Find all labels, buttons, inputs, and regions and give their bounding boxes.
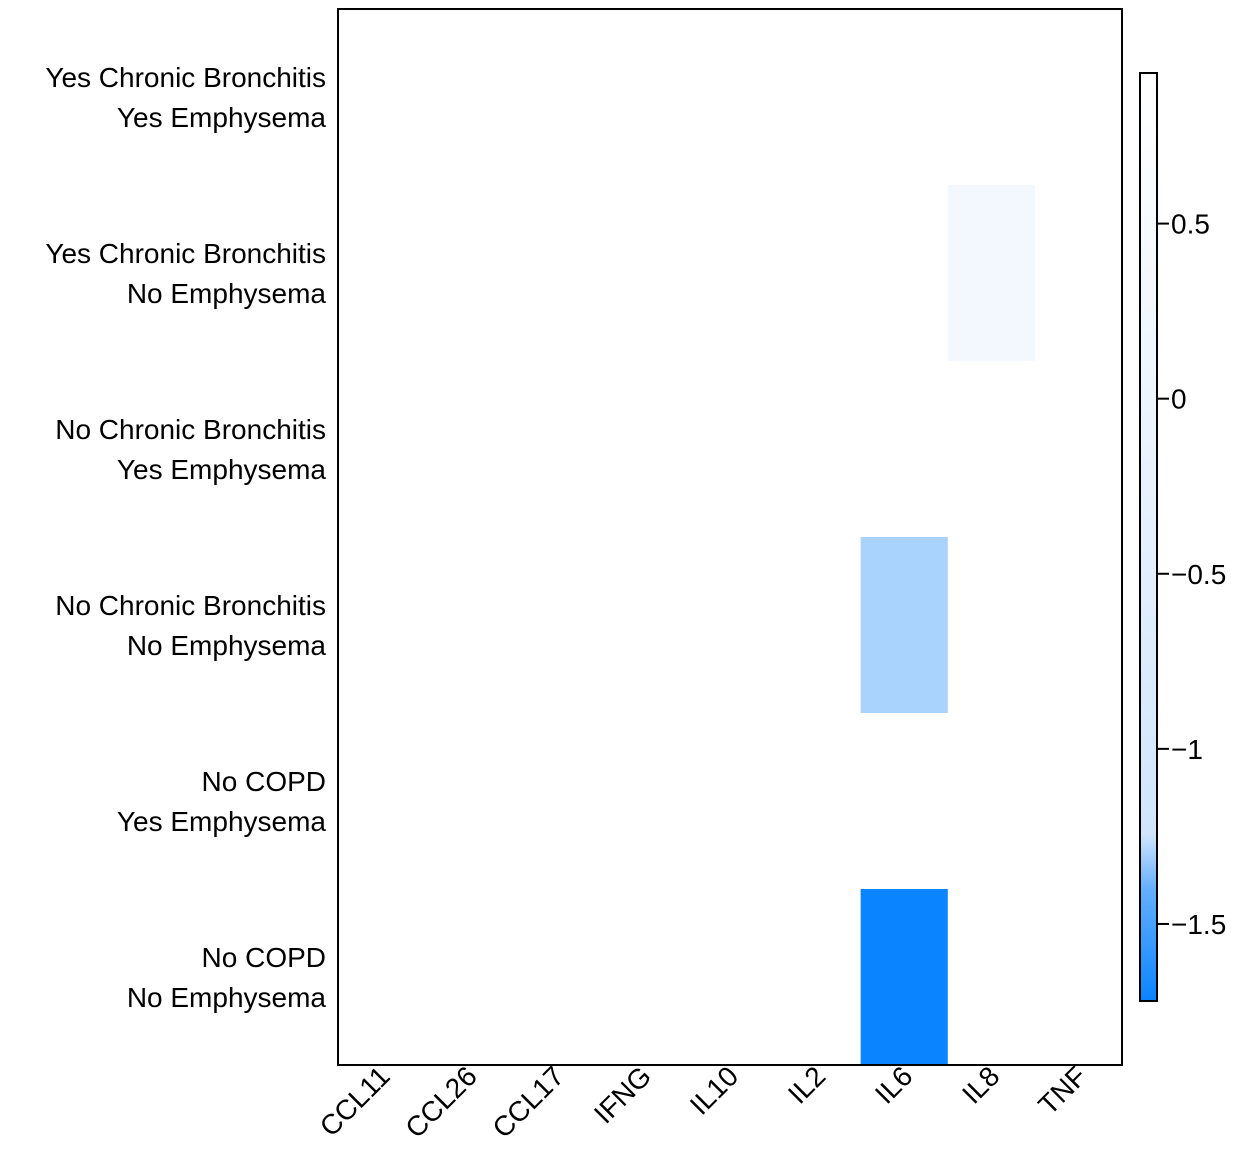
y-tick-label: No COPD xyxy=(202,942,326,973)
colorbar-ticks: 0.5 0 −0.5 −1 −1.5 xyxy=(1157,209,1226,940)
heatmap-cell-il8 xyxy=(947,185,1035,361)
y-tick-label: No COPD xyxy=(202,766,326,797)
x-tick-label: IL6 xyxy=(869,1060,918,1109)
y-tick-label: No Emphysema xyxy=(127,982,327,1013)
y-tick-label: Yes Emphysema xyxy=(117,454,326,485)
y-tick-label: Yes Chronic Bronchitis xyxy=(45,238,326,269)
colorbar-tick-label: −1 xyxy=(1171,734,1203,765)
x-tick-label: IFNG xyxy=(588,1060,657,1129)
colorbar-tick-label: −1.5 xyxy=(1171,909,1226,940)
y-tick-label: No Emphysema xyxy=(127,630,327,661)
x-tick-label: CCL11 xyxy=(314,1060,396,1142)
x-tick-label: IL10 xyxy=(684,1060,744,1120)
y-tick-label: No Chronic Bronchitis xyxy=(55,590,326,621)
y-tick-label: Yes Emphysema xyxy=(117,102,326,133)
heatmap-cell-il6 xyxy=(860,537,948,713)
heatmap-cell-il6 xyxy=(860,889,948,1065)
colorbar-tick-label: 0.5 xyxy=(1171,209,1210,240)
x-tick-label: IL8 xyxy=(956,1060,1005,1109)
y-tick-label: Yes Emphysema xyxy=(117,806,326,837)
y-tick-label: Yes Chronic Bronchitis xyxy=(45,62,326,93)
heatmap-cells xyxy=(860,185,1035,1065)
x-tick-label: CCL26 xyxy=(399,1060,483,1144)
y-tick-label: No Emphysema xyxy=(127,278,327,309)
y-axis-labels: Yes Chronic Bronchitis Yes Emphysema Yes C… xyxy=(45,62,326,1013)
colorbar-tick-label: 0 xyxy=(1171,384,1187,415)
x-axis-labels: CCL11 CCL26 CCL17 IFNG IL10 IL2 IL6 IL8 TNF xyxy=(314,1060,1093,1144)
colorbar-tick-label: −0.5 xyxy=(1171,559,1226,590)
x-tick-label: CCL17 xyxy=(486,1060,570,1144)
y-tick-label: No Chronic Bronchitis xyxy=(55,414,326,445)
x-tick-label: IL2 xyxy=(782,1060,831,1109)
x-tick-label: TNF xyxy=(1032,1060,1092,1120)
plot-frame xyxy=(337,8,1123,1066)
colorbar xyxy=(1139,72,1158,1002)
